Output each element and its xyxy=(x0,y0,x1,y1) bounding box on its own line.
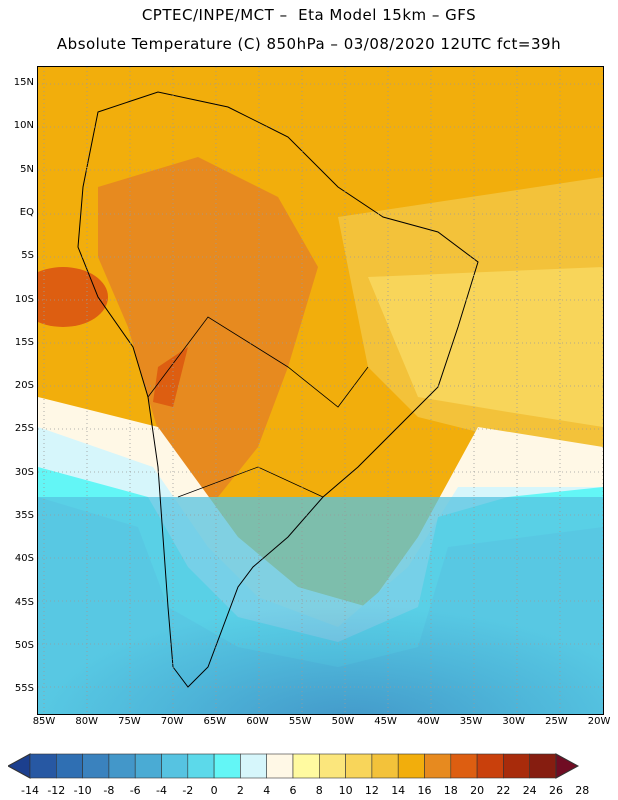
colorbar-label: -4 xyxy=(156,784,167,797)
chart-title-line-1: CPTEC/INPE/MCT – Eta Model 15km – GFS xyxy=(141,6,477,24)
colorbar-label: 8 xyxy=(315,784,323,797)
colorbar-label: 28 xyxy=(575,784,590,797)
colorbar-swatch xyxy=(82,753,110,779)
latitude-label: 20S xyxy=(14,380,34,392)
colorbar-swatch xyxy=(108,753,136,779)
longitude-label: 40W xyxy=(416,716,440,727)
colorbar-swatch xyxy=(55,753,83,779)
colorbar-label: 18 xyxy=(443,784,458,797)
cold-zone-deep xyxy=(38,497,603,714)
temperature-field xyxy=(38,67,603,714)
colorbar-label: 6 xyxy=(289,784,297,797)
latitude-label: 40S xyxy=(14,553,34,565)
colorbar-label: -12 xyxy=(47,784,66,797)
country-borders xyxy=(147,316,369,408)
temperature-map[interactable] xyxy=(37,66,604,715)
colorbar-label: 12 xyxy=(364,784,379,797)
colorbar-swatch xyxy=(345,753,373,779)
latitude-label: 15N xyxy=(13,77,34,88)
colorbar-label: 24 xyxy=(522,784,537,797)
colorbar-label: 4 xyxy=(263,784,271,797)
colorbar-label: 22 xyxy=(496,784,511,797)
longitude-label: 75W xyxy=(118,716,141,727)
colorbar-swatch xyxy=(29,753,57,779)
colorbar-label: 10 xyxy=(338,784,353,797)
longitude-label: 25W xyxy=(545,716,568,727)
latitude-label: 50S xyxy=(14,639,34,651)
colorbar-swatch xyxy=(292,753,320,779)
colorbar-arrow-min xyxy=(8,753,31,779)
colorbar-label: 20 xyxy=(470,784,485,797)
chart-title-line-2: Absolute Temperature (C) 850hPa – 03/08/… xyxy=(56,35,562,53)
colorbar-label: -8 xyxy=(103,784,115,797)
latitude-label: 10S xyxy=(14,293,34,305)
latitude-label: 5N xyxy=(20,163,34,175)
colorbar-swatch xyxy=(529,753,557,779)
hot-region-continent xyxy=(98,157,318,497)
latitude-label: 5S xyxy=(21,250,34,262)
longitude-label: 20W xyxy=(587,716,611,727)
country-borders-south xyxy=(177,466,324,498)
colorbar-swatch xyxy=(318,753,346,779)
colorbar-swatch xyxy=(450,753,478,779)
latitude-label: 55S xyxy=(14,683,34,695)
colorbar-swatch xyxy=(503,753,530,779)
longitude-label: 35W xyxy=(459,716,483,727)
colorbar-swatch xyxy=(187,753,215,779)
colorbar-swatch xyxy=(213,753,241,779)
colorbar-label: -14 xyxy=(21,784,39,797)
latitude-label: 15S xyxy=(14,336,34,348)
colorbar-swatch xyxy=(240,753,267,779)
colorbar-swatch xyxy=(424,753,452,779)
latitude-label: 25S xyxy=(14,423,34,435)
colorbar-swatch xyxy=(397,753,425,779)
colorbar-label: -10 xyxy=(73,784,92,797)
yellow-band-atlantic xyxy=(368,267,603,427)
latitude-label: 30S xyxy=(14,466,34,478)
longitude-label: 45W xyxy=(374,716,397,727)
colorbar-arrow-max xyxy=(555,753,580,779)
latitude-label: 10N xyxy=(13,120,34,132)
colorbar-swatch xyxy=(266,753,294,779)
colorbar-swatch xyxy=(371,753,399,779)
hot-spot-pacific xyxy=(38,267,108,327)
longitude-label: 70W xyxy=(160,716,184,727)
longitude-label: 65W xyxy=(203,716,227,727)
colorbar-swatch xyxy=(161,753,189,779)
colorbar-label: -6 xyxy=(129,784,141,797)
latitude-label: 45S xyxy=(14,596,34,608)
colorbar-swatch xyxy=(134,753,162,779)
longitude-label: 55W xyxy=(288,716,312,727)
colorbar-label: 26 xyxy=(549,784,563,797)
colorbar-label: -2 xyxy=(182,784,194,797)
longitude-label: 30W xyxy=(502,716,525,727)
latitude-label: 35S xyxy=(14,510,34,521)
longitude-label: 80W xyxy=(75,716,98,727)
continent-outline xyxy=(77,91,479,688)
longitude-label: 50W xyxy=(331,716,355,727)
colorbar-label: 0 xyxy=(210,784,218,797)
colorbar-label: 14 xyxy=(391,784,406,797)
hot-spot-andes xyxy=(153,347,188,407)
longitude-label: 60W xyxy=(246,716,269,727)
longitude-label: 85W xyxy=(32,716,56,727)
colorbar-label: 16 xyxy=(417,784,432,797)
colorbar xyxy=(8,753,580,779)
colorbar-swatch xyxy=(476,753,504,779)
latitude-label: EQ xyxy=(19,206,34,218)
colorbar-label: 2 xyxy=(236,784,244,797)
